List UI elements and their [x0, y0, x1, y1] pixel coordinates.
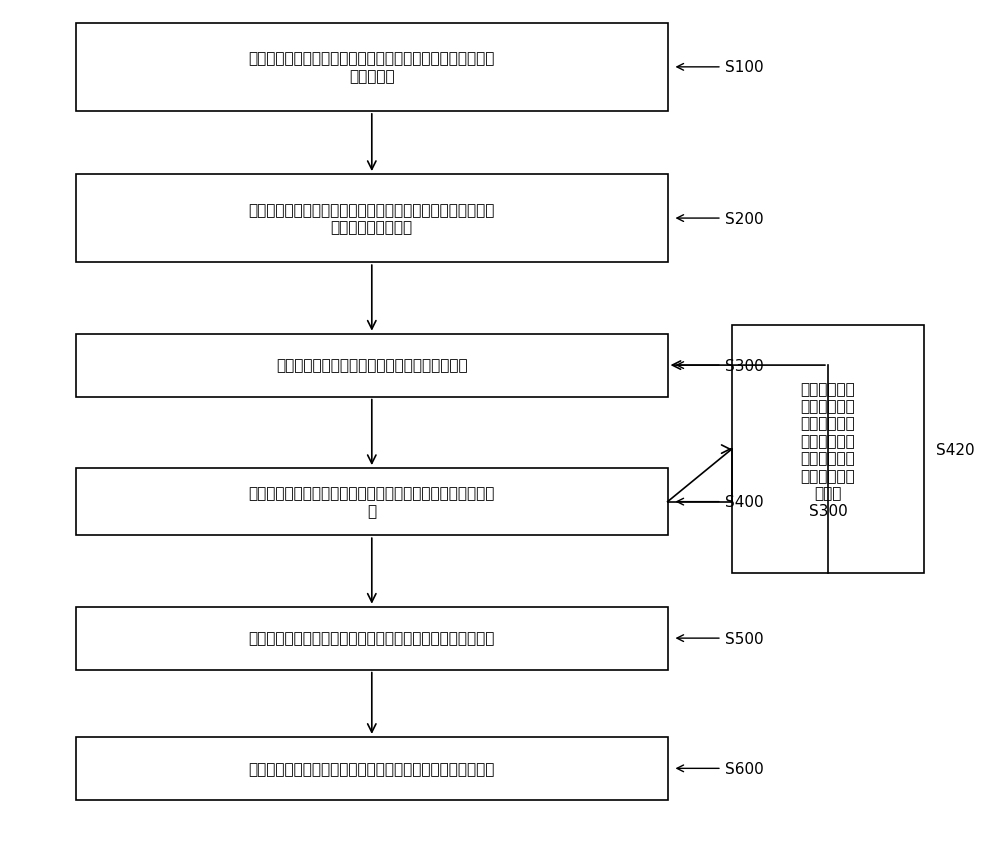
Text: S600: S600 — [725, 761, 764, 776]
Text: 获取外部测试使能信号，并根据外部测试使能信号，确定关键
内部节点的测试序列: 获取外部测试使能信号，并根据外部测试使能信号，确定关键 内部节点的测试序列 — [249, 203, 495, 235]
Text: 当关键内部节
点中存在电参
数偏离对应电
参数参考值时
，控制待测芯
片重启，并返
回步骤
S300: 当关键内部节 点中存在电参 数偏离对应电 参数参考值时 ，控制待测芯 片重启，并… — [801, 381, 855, 518]
FancyBboxPatch shape — [76, 175, 668, 263]
Text: S400: S400 — [725, 495, 763, 509]
Text: S200: S200 — [725, 212, 763, 226]
Text: 根据测试序列，依次采集关键内部节点的电参数: 根据测试序列，依次采集关键内部节点的电参数 — [276, 358, 468, 373]
FancyBboxPatch shape — [76, 24, 668, 112]
Text: S500: S500 — [725, 631, 763, 646]
Text: S300: S300 — [725, 358, 764, 373]
Text: S100: S100 — [725, 61, 763, 75]
FancyBboxPatch shape — [76, 737, 668, 800]
Text: 将采集的每个关键内部节点的电参数与对应的电参数参考值比
较: 将采集的每个关键内部节点的电参数与对应的电参数参考值比 较 — [249, 486, 495, 519]
Text: 计数关键内部节点中存在电参数偏离对应电参数参考值的次数: 计数关键内部节点中存在电参数偏离对应电参数参考值的次数 — [249, 631, 495, 646]
FancyBboxPatch shape — [76, 334, 668, 397]
Text: S420: S420 — [936, 442, 974, 457]
FancyBboxPatch shape — [76, 607, 668, 670]
Text: 当连续计数次数大于预设次数阈值时，判定待测芯片存在木马: 当连续计数次数大于预设次数阈值时，判定待测芯片存在木马 — [249, 761, 495, 776]
FancyBboxPatch shape — [76, 468, 668, 536]
FancyBboxPatch shape — [732, 326, 924, 573]
Text: 确定待测芯片中关键内部节点以及每个关键内部节点对应的电
参数参考值: 确定待测芯片中关键内部节点以及每个关键内部节点对应的电 参数参考值 — [249, 51, 495, 84]
